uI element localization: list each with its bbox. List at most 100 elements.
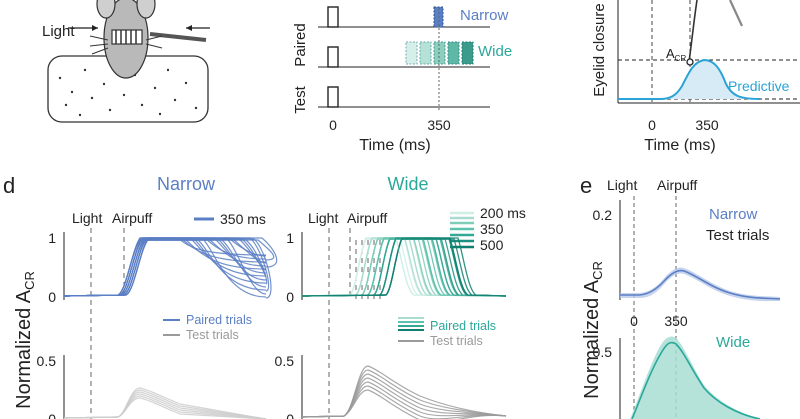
wide-test-trace [301,373,507,418]
x-tick-0: 0 [329,117,337,133]
predictive-trace [618,58,761,100]
light-stimulus-3 [327,86,339,108]
narrow-paired-trace [63,239,275,297]
ur-trace-decay [729,0,743,27]
predictive-fill [625,60,760,99]
light-stimulus-1 [327,6,339,28]
wide-paired-trace [301,238,507,297]
wide-paired-trace [301,238,507,297]
c-x-tick-0: 0 [648,117,656,133]
d-ylabel: Normalized ACR [13,271,37,409]
acr-label: ACR [666,46,686,63]
e-bottom-ytick: 0.5 [593,344,613,360]
wide-paired-trace [301,237,507,297]
narrow-paired-trace [63,238,272,299]
panel-a: Light [42,0,210,123]
panel-b: Paired Test Narrow Wide 0 350 Time (ms) [292,6,512,154]
narrow-paired-trace [63,237,267,298]
e-narrow-sem [620,267,780,302]
narrow-paired-trace [63,239,267,297]
wide-paired-trace [301,237,507,297]
wide-paired-trace [301,238,507,297]
wide-paired-trace [301,237,507,297]
wide-paired-trace [301,237,507,297]
wide-paired-traces [301,237,507,297]
narrow-legend-label: 350 ms [220,211,266,227]
e-top-ytick: 0.2 [593,207,613,223]
narrow-paired-trace [63,238,267,297]
wide-test-trace [301,385,507,419]
ur-trace-rise [688,0,698,63]
wide-airpuff-label: Airpuff [347,210,387,226]
e-wide-label: Wide [716,334,750,351]
narrow-paired-trace [63,239,267,297]
wide-paired-trace [301,237,507,297]
wide-test-trace [301,369,507,418]
narrow-test-label: Test trials [186,328,239,342]
wide-test-traces [301,365,507,419]
wide-paired-trace [301,237,507,297]
whiskers [89,35,163,55]
row-label-paired: Paired [292,23,309,66]
wide-legend-500: 500 [480,237,504,253]
wide-paired-trace [301,237,507,297]
airpuff-tube [149,32,207,42]
e-wide-trace [631,341,761,419]
wide-legend-200: 200 ms [480,205,526,221]
e-test-trials-label: Test trials [706,227,769,244]
airpuff-arrow-head [186,25,192,31]
narrow-paired-trace [63,238,267,297]
e-narrow-trace [620,269,781,300]
wide-paired-trace [301,238,507,297]
e-airpuff-label: Airpuff [657,177,697,193]
x-tick-350: 350 [427,117,451,133]
narrow-label: Narrow [460,7,509,24]
x-axis-label: Time (ms) [359,137,430,154]
e-light-label: Light [607,177,637,193]
e-x-tick-350: 350 [664,313,688,329]
wide-paired-trace [301,237,507,297]
wide-bottom-ytick-0: 0 [286,411,294,419]
wide-title: Wide [387,174,428,194]
wide-paired-trace [301,237,507,297]
wide-legend-swatches [450,211,474,249]
wide-bottom-ytick-05: 0.5 [275,353,295,369]
narrow-paired-trace [63,238,267,297]
panel-e: e Light Airpuff Normalized ACR 0.2 Narro… [580,173,781,419]
wide-paired-trace [301,237,507,297]
narrow-bottom-ytick-05: 0.5 [37,353,57,369]
narrow-title: Narrow [157,174,216,194]
narrow-light-label: Light [72,210,102,226]
narrow-paired-trace [63,238,267,297]
narrow-paired-trace [63,238,267,297]
c-x-tick-350: 350 [695,117,719,133]
wide-paired-trace [301,238,507,297]
panel-letter-d: d [3,173,15,198]
narrow-ytick-0: 0 [48,289,56,305]
headplate [111,29,143,45]
mouse-ear-left [96,0,116,19]
wide-paired-trace [301,238,507,297]
wide-paired-trace [301,238,507,297]
narrow-test-trace [63,397,267,419]
panel-d: d Narrow Wide Normalized ACR 1 0 Light A… [3,173,526,419]
narrow-paired-trace [63,239,268,297]
wide-paired-trace [301,238,507,297]
narrow-paired-traces [63,237,278,299]
narrow-paired-label: Paired trials [186,313,252,327]
narrow-paired-trace [63,238,267,297]
wide-ytick-1: 1 [286,230,294,246]
e-x-tick-0: 0 [630,313,638,329]
mouse-ear-right [136,0,156,19]
light-stimulus-2 [327,46,339,68]
wide-paired-trace [301,237,507,297]
narrow-paired-trace [63,237,278,297]
light-label: Light [42,23,75,40]
wide-paired-trace [301,237,507,297]
wide-paired-trace [301,238,507,297]
c-x-axis-label: Time (ms) [644,137,715,154]
wide-paired-trace [301,238,507,297]
narrow-bottom-ytick-0: 0 [48,411,56,419]
e-ylabel: Normalized ACR [581,261,605,399]
